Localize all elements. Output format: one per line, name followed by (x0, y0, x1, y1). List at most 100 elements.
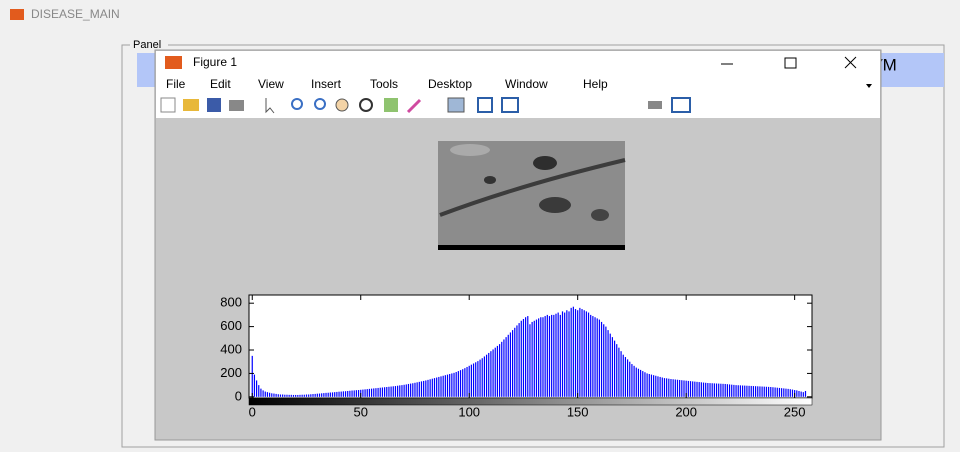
bar (512, 330, 513, 397)
bar (679, 380, 680, 397)
bar (662, 378, 663, 397)
bar (256, 380, 257, 396)
bar (603, 324, 604, 397)
menu-item[interactable]: Edit (210, 77, 231, 91)
gray-colorbar (249, 398, 812, 405)
bar (573, 307, 574, 397)
bar (284, 395, 285, 397)
bar (393, 386, 394, 397)
bar (725, 384, 726, 397)
bar (597, 318, 598, 396)
bar (430, 379, 431, 397)
bar (742, 385, 743, 396)
tool-print[interactable] (229, 100, 244, 111)
menu-item[interactable]: Window (505, 77, 548, 91)
bar (655, 376, 656, 397)
bar (325, 393, 326, 397)
tool-link[interactable] (448, 98, 464, 112)
bar (503, 339, 504, 396)
bar (295, 395, 296, 397)
menu-item[interactable]: File (166, 77, 186, 91)
bar (629, 362, 630, 397)
bar (701, 382, 702, 397)
bar (586, 311, 587, 396)
bar (495, 348, 496, 397)
bar (417, 382, 418, 397)
bar (666, 378, 667, 396)
bar (529, 324, 530, 397)
bar (289, 395, 290, 397)
bar (384, 387, 385, 397)
bar (510, 332, 511, 396)
page: DISEASE_MAIN Panel SVM Figure 1 FileEdit… (0, 0, 960, 452)
bar (269, 393, 270, 397)
bar (601, 322, 602, 397)
bar (785, 389, 786, 397)
bar (471, 365, 472, 397)
bar (328, 393, 329, 397)
tool-hide[interactable] (648, 101, 662, 109)
bar (338, 392, 339, 397)
bar (514, 328, 515, 397)
bar (722, 384, 723, 397)
bar (547, 315, 548, 397)
bar (263, 390, 264, 396)
bar (781, 388, 782, 397)
bar (341, 392, 342, 397)
bar (805, 391, 806, 397)
bar (362, 390, 363, 397)
bar (321, 393, 322, 397)
bar (705, 383, 706, 397)
bar (618, 348, 619, 397)
bar (282, 394, 283, 396)
tool-pan[interactable] (336, 99, 348, 111)
menu-item[interactable]: Tools (370, 77, 398, 91)
bar (271, 393, 272, 397)
tool-show[interactable] (672, 98, 690, 112)
bar (762, 387, 763, 397)
bar (549, 316, 550, 397)
bar (377, 388, 378, 397)
bar (406, 384, 407, 396)
bar (551, 315, 552, 397)
bar (453, 373, 454, 397)
bar (497, 346, 498, 397)
bar (410, 384, 411, 397)
bar (553, 315, 554, 397)
tool-save[interactable] (207, 98, 221, 112)
menu-item[interactable]: Insert (311, 77, 342, 91)
bar (508, 335, 509, 397)
tool-datacursor[interactable] (384, 98, 398, 112)
bar (783, 388, 784, 396)
bar (644, 372, 645, 397)
bar (317, 394, 318, 397)
bar (252, 356, 253, 397)
bar (779, 388, 780, 397)
y-tick-label: 0 (235, 388, 242, 403)
bar (757, 386, 758, 397)
tool-open[interactable] (183, 99, 199, 111)
bar (657, 376, 658, 396)
menu-item[interactable]: Desktop (428, 77, 472, 91)
tool-new[interactable] (161, 98, 175, 112)
bar (694, 382, 695, 397)
tool-colorbar[interactable] (478, 98, 492, 112)
bar (462, 369, 463, 397)
bar (267, 392, 268, 397)
menu-item[interactable]: View (258, 77, 284, 91)
bar (304, 395, 305, 397)
bar (536, 320, 537, 397)
menu-item[interactable]: Help (583, 77, 608, 91)
bar (525, 317, 526, 397)
bar (488, 353, 489, 397)
bar (716, 383, 717, 396)
bar (614, 341, 615, 397)
bar (768, 387, 769, 397)
bar (610, 334, 611, 397)
panel-label: Panel (133, 39, 161, 51)
bar (620, 351, 621, 397)
tool-legend[interactable] (502, 98, 518, 112)
bar (265, 392, 266, 397)
bar (505, 337, 506, 397)
y-tick-label: 200 (220, 365, 242, 380)
